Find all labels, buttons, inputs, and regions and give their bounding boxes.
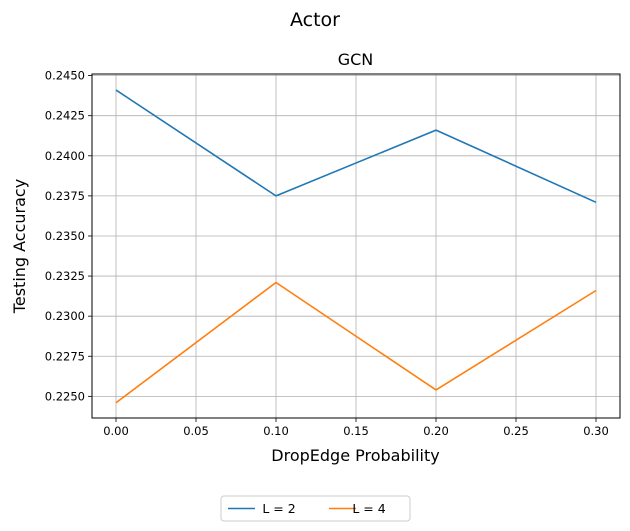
series-line-2	[115, 281, 597, 404]
x-tick-label: 0.10	[263, 424, 289, 438]
x-tick-label: 0.20	[423, 424, 449, 438]
y-tick-label: 0.2425	[45, 109, 85, 123]
x-axis-label: DropEdge Probability	[271, 446, 439, 465]
plot-frame	[91, 73, 621, 419]
x-tick-label: 0.30	[583, 424, 609, 438]
series-lines	[115, 89, 597, 404]
legend-box	[220, 495, 411, 522]
x-tick-label: 0.15	[343, 424, 369, 438]
y-tick-label: 0.2375	[45, 189, 85, 203]
x-tick-label: 0.25	[503, 424, 529, 438]
series-line-1	[115, 89, 597, 204]
figure-suptitle: Actor	[290, 9, 340, 31]
y-tick-label: 0.2250	[45, 389, 85, 403]
y-tick-label: 0.2400	[45, 149, 85, 163]
x-tick-label: 0.00	[103, 424, 129, 438]
legend-label-2: L = 4	[352, 501, 385, 516]
legend-label-1: L = 2	[262, 501, 295, 516]
y-tick-label: 0.2275	[45, 349, 85, 363]
y-tick-label: 0.2450	[45, 69, 85, 83]
y-tick-label: 0.2300	[45, 309, 85, 323]
x-tick-label: 0.05	[183, 424, 209, 438]
grid-lines	[92, 74, 620, 418]
y-axis-label: Testing Accuracy	[10, 179, 29, 314]
y-tick-label: 0.2325	[45, 269, 85, 283]
legend: L = 2 L = 4	[220, 495, 411, 522]
chart-title: GCN	[338, 50, 374, 69]
y-tick-label: 0.2350	[45, 229, 85, 243]
x-axis-ticks: 0.00 0.05 0.10 0.15 0.20 0.25 0.30	[103, 418, 609, 438]
y-axis-ticks: 0.2250 0.2275 0.2300 0.2325 0.2350 0.2375 0.24…	[45, 69, 92, 403]
